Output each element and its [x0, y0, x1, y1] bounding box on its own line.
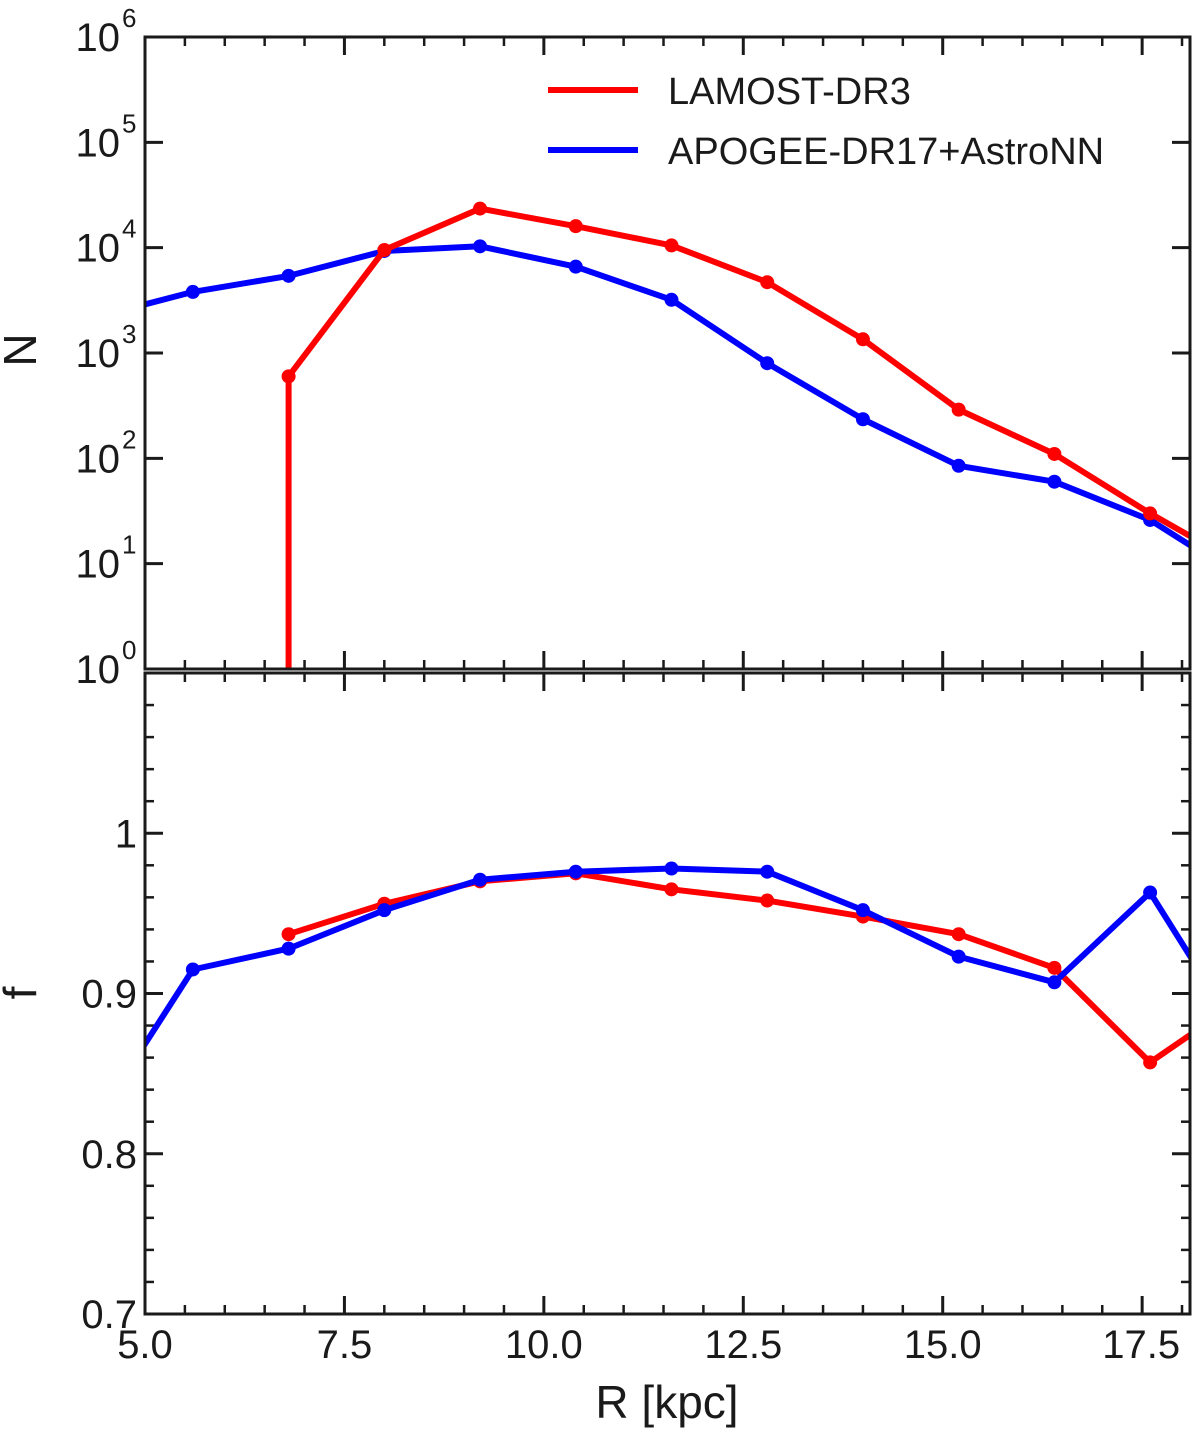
top-y-tick-label: 10 [76, 16, 121, 60]
bottom-y-axis-title: f [0, 986, 46, 999]
bottom-point-lamost [1143, 1055, 1158, 1070]
bottom-point-lamost [664, 882, 679, 897]
bottom-point-apogee [664, 861, 679, 876]
top-point-lamost [951, 402, 966, 417]
top-point-lamost [377, 243, 392, 258]
top-point-apogee [281, 268, 296, 283]
top-point-lamost [664, 238, 679, 253]
bottom-panel-frame [143, 671, 1192, 1316]
top-y-tick-label: 10 [76, 543, 121, 587]
top-y-tick-label: 10 [76, 121, 121, 165]
bottom-point-apogee [760, 864, 775, 879]
top-series-line-lamost [285, 205, 1190, 669]
bottom-point-apogee [568, 864, 583, 879]
top-y-tick-label: 10 [76, 227, 121, 271]
top-point-apogee [473, 239, 488, 254]
top-y-tick-exponent: 4 [122, 214, 136, 244]
x-axis-title: R [kpc] [595, 1376, 738, 1428]
bottom-point-apogee [281, 941, 296, 956]
bottom-y-tick-label: 0.7 [81, 1293, 137, 1337]
top-y-tick-exponent: 2 [122, 424, 136, 454]
x-tick-label: 15.0 [904, 1323, 982, 1367]
top-y-tick-label: 10 [76, 332, 121, 376]
top-y-tick-exponent: 6 [122, 3, 136, 33]
bottom-point-lamost [951, 927, 966, 942]
top-panel-frame [143, 35, 1192, 671]
top-point-lamost [760, 275, 775, 290]
bottom-point-apogee [1143, 885, 1158, 900]
bottom-point-apogee [90, 1111, 104, 1125]
bottom-panel-ticks [143, 671, 1190, 1316]
bottom-series-line-lamost [287, 870, 1190, 1066]
top-point-apogee [568, 259, 583, 274]
x-tick-label: 10.0 [505, 1323, 583, 1367]
top-y-tick-label: 10 [76, 437, 121, 481]
top-point-apogee [664, 292, 679, 307]
bottom-point-apogee [185, 962, 200, 977]
top-point-lamost [473, 201, 488, 216]
top-point-apogee [185, 284, 200, 299]
legend-label-lamost: LAMOST-DR3 [668, 71, 911, 113]
top-point-lamost [1047, 446, 1062, 461]
top-point-apogee [855, 412, 870, 427]
top-panel-data [90, 201, 1190, 669]
bottom-y-tick-label: 1 [115, 812, 137, 856]
x-tick-label: 12.5 [704, 1323, 782, 1367]
top-point-lamost [1143, 506, 1158, 521]
bottom-point-lamost [281, 927, 296, 942]
top-y-tick-exponent: 5 [122, 108, 136, 138]
top-y-axis-title: N [0, 333, 46, 366]
top-y-tick-label: 10 [76, 648, 121, 692]
top-point-lamost [281, 369, 296, 384]
top-point-apogee [90, 310, 104, 324]
top-y-tick-exponent: 0 [122, 635, 136, 665]
top-point-apogee [951, 458, 966, 473]
bottom-y-tick-label: 0.8 [81, 1133, 137, 1177]
top-point-lamost [568, 219, 583, 234]
bottom-point-apogee [1047, 975, 1062, 990]
x-tick-labels: 5.0 7.5 10.0 12.5 15.0 17.5 [117, 1323, 1180, 1367]
x-tick-label: 7.5 [317, 1323, 373, 1367]
top-point-apogee [1047, 474, 1062, 489]
bottom-panel: 0.7 0.8 0.9 1 5.0 7.5 10.0 12.5 15.0 17.5 f R [k… [0, 671, 1192, 1428]
top-y-tick-exponent: 1 [122, 530, 136, 560]
top-point-apogee [760, 356, 775, 371]
top-y-tick-exponent: 3 [122, 319, 136, 349]
top-point-lamost [855, 332, 870, 347]
bottom-point-apogee [855, 903, 870, 918]
bottom-y-tick-label: 0.9 [81, 973, 137, 1017]
bottom-point-lamost [760, 893, 775, 908]
bottom-point-apogee [951, 949, 966, 964]
legend: LAMOST-DR3 APOGEE-DR17+AstroNN [548, 71, 1104, 173]
top-series-line-apogee [145, 243, 1190, 549]
x-tick-label: 5.0 [117, 1323, 173, 1367]
bottom-panel-data [90, 861, 1190, 1125]
legend-label-apogee: APOGEE-DR17+AstroNN [668, 131, 1104, 173]
bottom-series-line-apogee [145, 865, 1190, 1050]
x-tick-label: 17.5 [1102, 1323, 1180, 1367]
bottom-point-apogee [377, 903, 392, 918]
bottom-y-tick-labels: 0.7 0.8 0.9 1 [81, 812, 137, 1337]
bottom-point-apogee [473, 872, 488, 887]
bottom-point-lamost [1047, 960, 1062, 975]
